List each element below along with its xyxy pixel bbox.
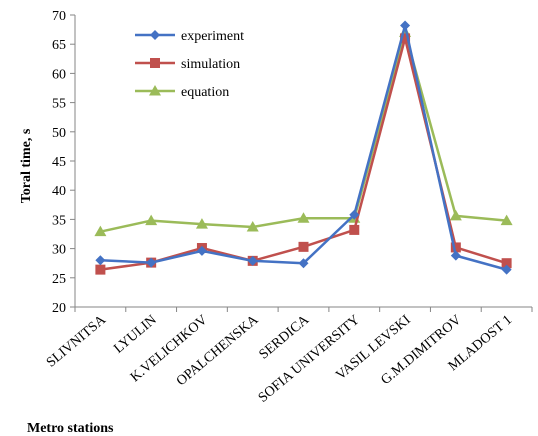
data-point-experiment: [298, 258, 309, 269]
legend-marker: [150, 58, 160, 68]
y-tick-label: 45: [52, 155, 66, 170]
data-point-equation: [500, 214, 513, 226]
legend-item-simulation: simulation: [135, 57, 240, 72]
legend-marker: [150, 30, 160, 40]
y-tick-label: 70: [52, 9, 66, 24]
data-point-simulation: [349, 224, 360, 235]
series-equation: [94, 26, 513, 237]
legend-marker: [149, 85, 161, 96]
y-tick-label: 25: [52, 272, 66, 287]
y-tick-label: 30: [52, 243, 66, 258]
data-point-experiment: [95, 255, 106, 266]
y-tick-label: 55: [52, 97, 66, 112]
data-point-experiment: [146, 257, 157, 268]
data-point-simulation: [450, 242, 461, 253]
y-tick-label: 20: [52, 301, 66, 316]
data-point-equation: [145, 214, 158, 226]
legend-item-equation: equation: [135, 85, 229, 100]
data-point-equation: [246, 220, 259, 232]
series-line-simulation: [100, 37, 507, 271]
legend-label: experiment: [181, 29, 244, 44]
legend-label: equation: [181, 85, 229, 100]
legend: experiment simulation equation: [135, 29, 244, 100]
y-axis-title: Toral time, s: [19, 128, 34, 203]
y-tick-label: 50: [52, 126, 66, 141]
data-point-simulation: [501, 258, 512, 269]
series-layer: [94, 20, 513, 275]
y-tick-label: 35: [52, 213, 66, 228]
x-tick-label: SOFIA UNIVERSITY: [256, 313, 363, 406]
y-tick-label: 40: [52, 184, 66, 199]
data-point-simulation: [95, 264, 106, 275]
legend-item-experiment: experiment: [135, 29, 244, 44]
y-axis: 20 25 30 35 40 45 50 55 60 65 70: [52, 9, 76, 316]
data-point-equation: [449, 209, 462, 221]
x-tick-label: LYULIN: [111, 313, 159, 357]
legend-label: simulation: [181, 57, 240, 72]
data-point-experiment: [196, 245, 207, 256]
y-tick-label: 60: [52, 67, 66, 82]
data-point-experiment: [400, 20, 411, 31]
data-point-equation: [195, 218, 208, 229]
data-point-simulation: [298, 241, 309, 252]
series-experiment: [95, 20, 512, 275]
data-point-equation: [94, 225, 107, 237]
data-point-experiment: [349, 209, 360, 220]
series-simulation: [95, 33, 512, 275]
x-axis: SLIVNITSA LYULINK.VELICHKOVOPALCHENSKASER…: [44, 306, 533, 406]
data-point-experiment: [450, 250, 461, 261]
data-point-experiment: [501, 264, 512, 275]
data-point-experiment: [247, 255, 258, 266]
x-tick-label: SLIVNITSA: [44, 312, 110, 371]
data-point-equation: [297, 212, 310, 223]
x-axis-title: Metro stations: [27, 421, 114, 436]
data-point-simulation: [400, 33, 411, 44]
y-tick-label: 65: [52, 38, 66, 53]
